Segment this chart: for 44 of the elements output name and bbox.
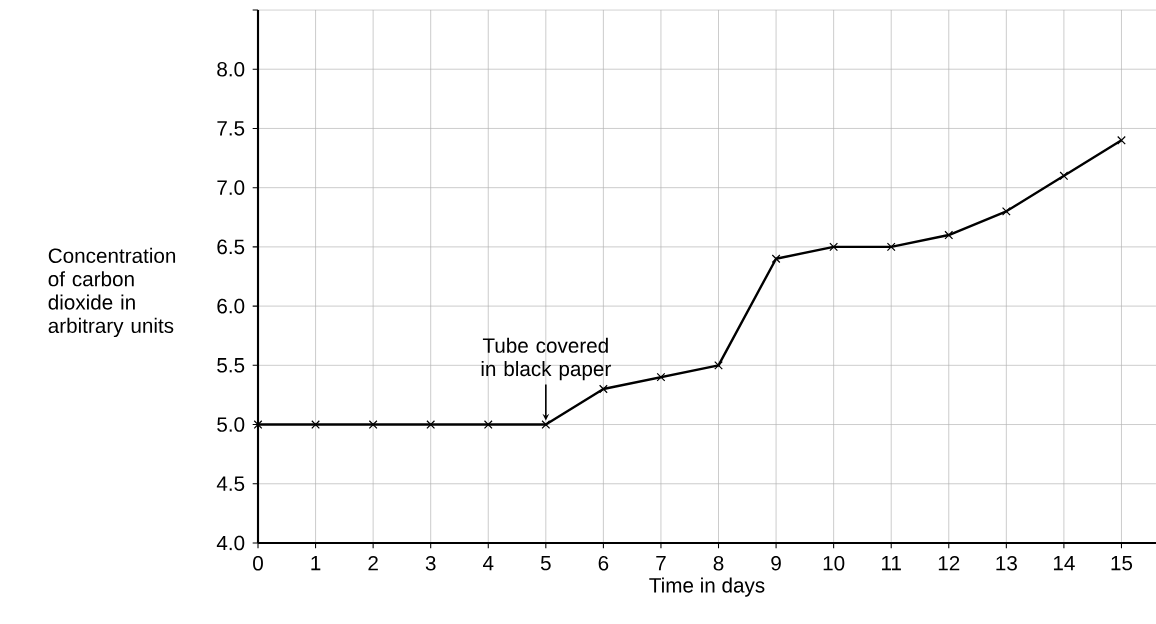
y-tick-label: 6.0: [217, 298, 245, 314]
x-tick-label: 4: [483, 555, 494, 571]
y-tick-label: 5.5: [217, 358, 245, 373]
x-tick-label: 5: [540, 555, 551, 571]
point: [599, 384, 608, 394]
x-tick-label: 11: [882, 555, 901, 571]
x-tick-label: 7: [656, 555, 666, 571]
y-tick-label: 7.0: [217, 180, 245, 195]
y-tick-label: 7.5: [217, 121, 245, 136]
x-tick-label: 0: [253, 555, 263, 571]
point: [426, 420, 436, 429]
y-tick-label: 6.5: [217, 239, 245, 255]
x-tick-label: 2: [368, 555, 378, 571]
point: [1117, 135, 1126, 145]
point: [1059, 171, 1069, 181]
y-axis-title: Concentration of carbon dioxide in arbitrary units: [48, 247, 176, 338]
x-tick-label: 14: [1053, 555, 1075, 571]
point: [944, 230, 954, 240]
x-tick-label: 8: [713, 555, 724, 571]
x-axis-title: Time in days: [649, 577, 765, 597]
y-tick-label: 8.0: [217, 61, 245, 77]
x-tick-label: 12: [938, 555, 960, 571]
x-tick-label: 1: [311, 555, 321, 571]
point: [311, 420, 320, 429]
point: [771, 254, 781, 264]
x-tick-label: 13: [996, 555, 1017, 571]
point: [829, 242, 839, 252]
x-tick-label: 6: [598, 555, 609, 571]
y-tick-label: 4.0: [216, 535, 245, 551]
annotation: Tube covered in black paper: [481, 337, 611, 381]
point: [714, 360, 723, 370]
point: [483, 420, 493, 429]
point: [656, 372, 666, 382]
point: [368, 420, 378, 429]
x-tick-label: 10: [823, 555, 845, 571]
y-tick-label: 4.5: [216, 476, 245, 491]
y-tick-label: 5.0: [217, 417, 245, 432]
point: [541, 420, 551, 429]
x-tick-label: 15: [1111, 555, 1133, 571]
point: [886, 242, 896, 252]
point: [253, 420, 263, 429]
x-tick-label: 9: [771, 555, 781, 571]
x-tick-label: 3: [425, 555, 436, 571]
point: [1001, 206, 1011, 216]
